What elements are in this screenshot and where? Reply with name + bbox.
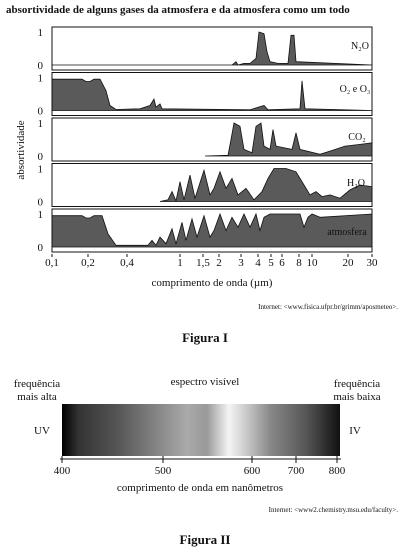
y-tick-label: 1: [38, 27, 44, 39]
gas-label: atmosfera: [327, 227, 367, 238]
y-tick-label: 0: [38, 242, 44, 254]
panel-frame: [51, 117, 373, 162]
spectrum-title: espectro visível: [171, 376, 240, 388]
gas-label: CO₂: [348, 132, 365, 143]
panel-frame: [51, 163, 373, 207]
x-tick-label: 2: [216, 257, 222, 269]
y-tick-label: 0: [38, 151, 44, 163]
y-axis-label: absortividade: [15, 120, 27, 179]
y-tick-label: 0: [38, 60, 44, 72]
x-axis-label: comprimento de onda em nanômetros: [117, 482, 283, 494]
y-tick-label: 0: [38, 197, 44, 209]
absorption-band: [51, 212, 373, 248]
caption: Figura I: [182, 330, 228, 345]
y-tick-label: 1: [38, 164, 44, 176]
figure-title: absortividade de alguns gases da atmosfe…: [6, 4, 350, 16]
caption: Figura II: [180, 532, 231, 547]
x-tick-label: 1,5: [196, 257, 210, 269]
absorption-band: [52, 31, 373, 66]
absorption-band: [159, 168, 373, 203]
y-tick-label: 1: [38, 73, 44, 85]
y-tick-label: 1: [38, 209, 44, 221]
gas-label: N₂O: [351, 41, 369, 52]
panel-frame: [51, 208, 373, 253]
iv-label: IV: [349, 425, 361, 437]
x-tick-label: 20: [343, 257, 355, 269]
x-tick-label: 600: [244, 465, 261, 477]
visible-spectrum: [62, 404, 340, 456]
right-label: frequência: [334, 378, 381, 390]
x-tick-label: 0,2: [81, 257, 95, 269]
absorption-band: [51, 78, 373, 111]
left-label: frequência: [14, 378, 61, 390]
absorption-panel: 1 0 atmosfera: [38, 208, 373, 254]
x-tick-label: 0,4: [120, 257, 134, 269]
uv-label: UV: [34, 425, 50, 437]
x-tick-label: 0,1: [45, 257, 59, 269]
y-tick-label: 1: [38, 118, 44, 130]
absorption-panel: 1 0 N₂O: [38, 26, 373, 72]
absorption-band: [204, 122, 373, 157]
gas-label: O₂ e O₃: [340, 84, 371, 95]
right-label: mais baixa: [333, 391, 380, 403]
x-tick-label: 1: [177, 257, 183, 269]
absorption-panel: 1 0 CO₂: [38, 117, 373, 163]
x-tick-label: 10: [307, 257, 319, 269]
x-tick-label: 3: [238, 257, 244, 269]
source: Internet: <www.fisica.ufpr.br/grimm/apos…: [258, 303, 398, 311]
x-tick-label: 800: [329, 465, 346, 477]
x-tick-label: 6: [279, 257, 285, 269]
y-tick-label: 0: [38, 106, 44, 118]
left-label: mais alta: [17, 391, 57, 403]
x-tick-label: 8: [296, 257, 302, 269]
x-tick-label: 700: [288, 465, 305, 477]
x-tick-label: 30: [367, 257, 379, 269]
source: Internet: <www2.chemistry.msu.edu/facult…: [269, 506, 399, 514]
x-tick-label: 4: [255, 257, 261, 269]
x-tick-label: 400: [54, 465, 71, 477]
absorption-panel: 1 0 O₂ e O₃: [38, 72, 373, 118]
gas-label: H₂O: [347, 178, 365, 189]
panel-frame: [51, 72, 373, 116]
x-tick-label: 5: [268, 257, 274, 269]
x-tick-label: 500: [155, 465, 172, 477]
panel-frame: [51, 26, 373, 71]
x-axis-label: comprimento de onda (µm): [152, 277, 273, 289]
absorption-panel: 1 0 H₂O: [38, 163, 373, 209]
